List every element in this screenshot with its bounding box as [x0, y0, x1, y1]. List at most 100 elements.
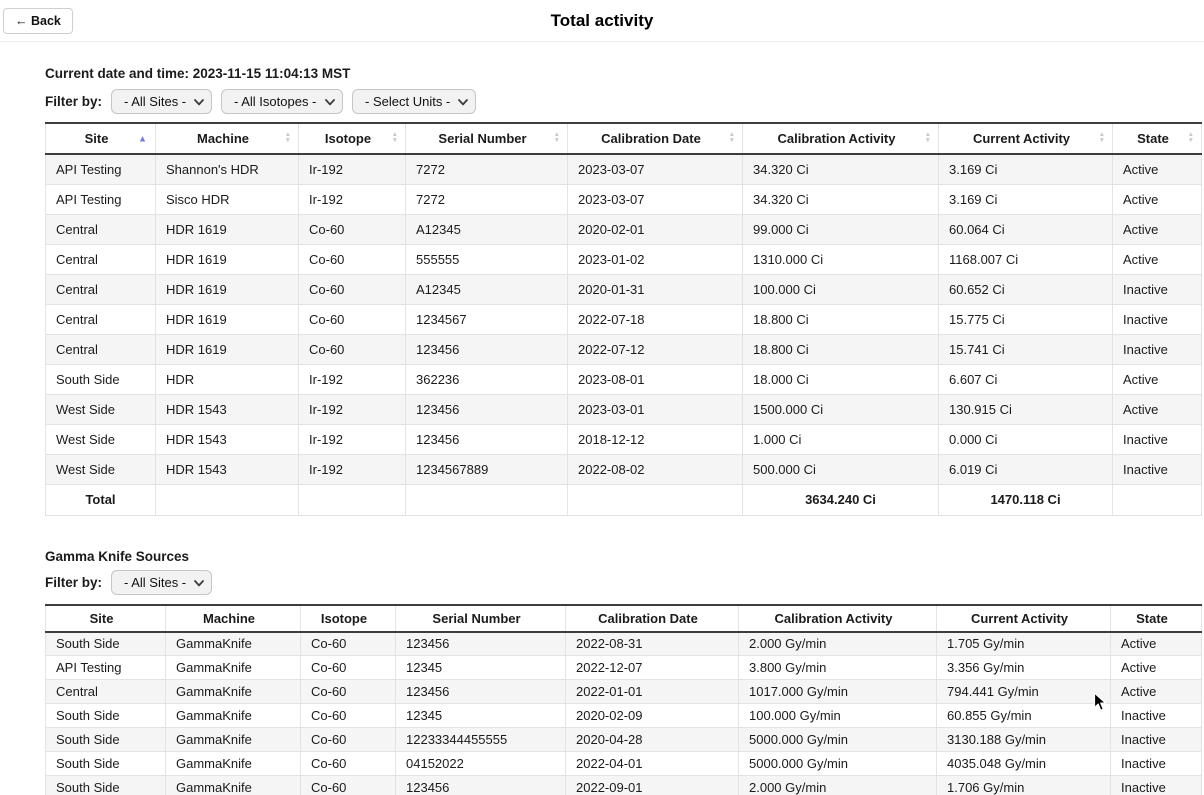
table-cell: 2023-08-01 — [567, 364, 743, 395]
column-header-serial-number[interactable]: Serial Number ▲ ▼ — [405, 123, 568, 155]
table-cell: HDR 1619 — [155, 304, 299, 335]
table-cell: 2020-04-28 — [565, 727, 739, 752]
table-cell: 2022-01-01 — [565, 679, 739, 704]
column-label: Current Activity — [972, 131, 1071, 146]
table-cell: 100.000 Gy/min — [738, 703, 937, 728]
gamma-filter-row: Filter by: - All Sites - — [45, 570, 1201, 596]
column-label: Current Activity — [970, 610, 1069, 626]
sort-icon: ▲ ▼ — [284, 130, 291, 145]
table-cell: API Testing — [45, 655, 166, 680]
table-cell: 04152022 — [395, 751, 566, 776]
table-cell: 2.000 Gy/min — [738, 631, 937, 656]
column-header-current-activity[interactable]: Current Activity ▲ ▼ — [938, 123, 1113, 155]
back-button[interactable]: ← Back — [3, 8, 73, 34]
column-header-state[interactable]: State ▲ ▼ — [1112, 123, 1202, 155]
sort-icon: ▲ ▼ — [924, 130, 931, 145]
table-cell: South Side — [45, 727, 166, 752]
table-row: Central HDR 1619 Co-60 A12345 2020-02-01 99.0… — [45, 214, 1202, 245]
table-cell: Active — [1110, 679, 1202, 704]
column-header-calibration-activity[interactable]: Calibration Activity ▲ ▼ — [742, 123, 939, 155]
sort-icon: ▲ ▼ — [728, 130, 735, 145]
table-cell: 34.320 Ci — [742, 154, 939, 185]
table-cell: Central — [45, 274, 156, 305]
table-cell: 0.000 Ci — [938, 424, 1113, 455]
column-label: Machine — [196, 131, 249, 146]
table-row: South Side GammaKnife Co-60 12345 2020-02-09… — [45, 703, 1202, 728]
table-cell: 1310.000 Ci — [742, 244, 939, 275]
table-row: Central HDR 1619 Co-60 123456 2022-07-12 18.8… — [45, 334, 1202, 365]
column-label: Isotope — [320, 610, 368, 626]
table-cell: 18.800 Ci — [742, 304, 939, 335]
table-cell: HDR 1619 — [155, 274, 299, 305]
table-cell: 555555 — [405, 244, 568, 275]
column-label: State — [1136, 610, 1168, 626]
table-cell: 1.705 Gy/min — [936, 631, 1111, 656]
table-cell: 15.775 Ci — [938, 304, 1113, 335]
table-cell: 15.741 Ci — [938, 334, 1113, 365]
table-row: South Side GammaKnife Co-60 04152022 2022-04… — [45, 751, 1202, 776]
table-cell: Central — [45, 214, 156, 245]
table-row: West Side HDR 1543 Ir-192 1234567889 2022-08… — [45, 454, 1202, 485]
table-cell: 1168.007 Ci — [938, 244, 1113, 275]
column-header-calibration-date[interactable]: Calibration Date ▲ ▼ — [567, 123, 743, 155]
table-row: API Testing GammaKnife Co-60 12345 2022-12-0… — [45, 655, 1202, 680]
column-header-machine[interactable]: Machine ▲ ▼ — [155, 123, 299, 155]
table-row: South Side GammaKnife Co-60 12233344455555 2… — [45, 727, 1202, 752]
table-cell: 2022-09-01 — [565, 775, 739, 795]
table-cell: 4035.048 Gy/min — [936, 751, 1111, 776]
column-header-state: State — [1110, 604, 1202, 633]
table-cell: Active — [1112, 154, 1202, 185]
table-cell: Inactive — [1112, 424, 1202, 455]
table-cell: 362236 — [405, 364, 568, 395]
table-cell: Ir-192 — [298, 184, 406, 215]
table-cell: Ir-192 — [298, 154, 406, 185]
column-header-site[interactable]: Site ▲ — [45, 123, 156, 155]
table-cell: Co-60 — [300, 679, 396, 704]
table-cell: Ir-192 — [298, 424, 406, 455]
table-cell: HDR 1543 — [155, 424, 299, 455]
table-cell: Co-60 — [298, 214, 406, 245]
table-cell: 794.441 Gy/min — [936, 679, 1111, 704]
table-row: West Side HDR 1543 Ir-192 123456 2023-03-01 1… — [45, 394, 1202, 425]
table-cell: GammaKnife — [165, 679, 301, 704]
table-cell: A12345 — [405, 274, 568, 305]
table-cell: South Side — [45, 703, 166, 728]
table-cell: Inactive — [1112, 454, 1202, 485]
units-filter-select[interactable]: - Select Units - — [353, 89, 476, 113]
sites-filter-select[interactable]: - All Sites - — [112, 89, 212, 113]
table-cell: 1500.000 Ci — [742, 394, 939, 425]
table-cell — [567, 484, 743, 516]
table-cell: 1.000 Ci — [742, 424, 939, 455]
table-cell: 2022-12-07 — [565, 655, 739, 680]
table-cell: 123456 — [395, 775, 566, 795]
sort-ascending-icon: ▲ — [138, 133, 147, 143]
total-label: Total — [45, 484, 156, 516]
column-label: Site — [84, 131, 109, 146]
table-cell: 12345 — [395, 655, 566, 680]
table-cell: Ir-192 — [298, 394, 406, 425]
table-cell — [155, 484, 299, 516]
sort-icon: ▲ ▼ — [1098, 130, 1105, 145]
table-cell: Co-60 — [298, 274, 406, 305]
table-cell: South Side — [45, 364, 156, 395]
table-row: West Side HDR 1543 Ir-192 123456 2018-12-12 1… — [45, 424, 1202, 455]
table-cell: 5000.000 Gy/min — [738, 727, 937, 752]
total-current-activity: 1470.118 Ci — [938, 484, 1113, 516]
sort-icon: ▲ ▼ — [553, 130, 560, 145]
table-cell: 12233344455555 — [395, 727, 566, 752]
isotopes-filter-select[interactable]: - All Isotopes - — [222, 89, 343, 113]
column-header-current-activity: Current Activity — [936, 604, 1111, 633]
column-header-isotope[interactable]: Isotope ▲ ▼ — [298, 123, 406, 155]
table-cell: Inactive — [1110, 751, 1202, 776]
table-cell: GammaKnife — [165, 655, 301, 680]
table-cell: 99.000 Ci — [742, 214, 939, 245]
table-cell: HDR 1543 — [155, 454, 299, 485]
table-cell: 2023-03-07 — [567, 184, 743, 215]
table-cell: Central — [45, 244, 156, 275]
table-cell: 60.855 Gy/min — [936, 703, 1111, 728]
gamma-sites-filter-select[interactable]: - All Sites - — [112, 571, 212, 594]
table-cell: 3.169 Ci — [938, 154, 1113, 185]
table-cell: GammaKnife — [165, 751, 301, 776]
top-bar: ← Back Total activity — [0, 0, 1204, 42]
table-row: Central HDR 1619 Co-60 1234567 2022-07-18 18.… — [45, 304, 1202, 335]
